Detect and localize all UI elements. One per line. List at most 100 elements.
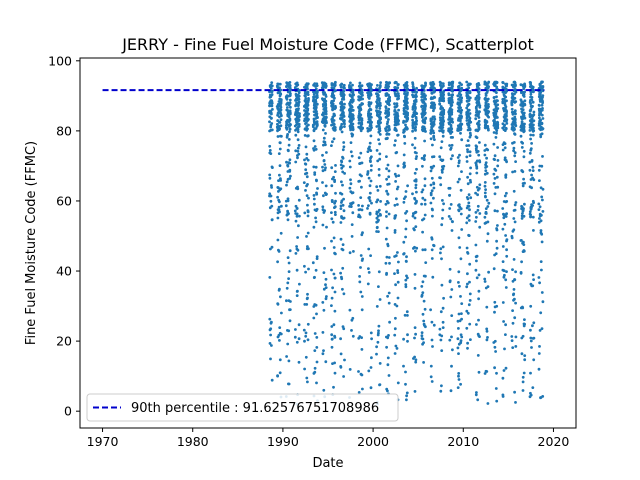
scatter-point (485, 370, 489, 373)
scatter-point (495, 175, 499, 179)
scatter-point (420, 285, 424, 288)
scatter-point (420, 337, 424, 340)
scatter-point (520, 352, 524, 356)
scatter-point (502, 213, 505, 216)
scatter-point (405, 255, 408, 259)
scatter-point (521, 389, 525, 392)
scatter-point (384, 129, 388, 132)
scatter-point (402, 83, 406, 87)
scatter-point (315, 124, 319, 128)
scatter-point (495, 95, 498, 99)
scatter-point (297, 125, 301, 128)
scatter-point (348, 159, 352, 163)
scatter-point (321, 181, 324, 184)
scatter-point (286, 113, 290, 116)
scatter-point (424, 81, 427, 85)
scatter-point (476, 193, 479, 197)
scatter-point (512, 189, 516, 193)
scatter-point (403, 103, 406, 107)
scatter-point (422, 299, 426, 303)
scatter-point (357, 84, 361, 88)
scatter-point (442, 89, 446, 93)
scatter-point (541, 94, 545, 97)
scatter-point (513, 151, 517, 155)
scatter-point (303, 158, 306, 162)
scatter-point (276, 113, 279, 117)
scatter-point (293, 124, 297, 128)
scatter-point (393, 113, 396, 116)
scatter-point (296, 146, 300, 150)
scatter-point (367, 204, 370, 208)
scatter-point (476, 85, 480, 89)
scatter-point (531, 100, 535, 104)
scatter-point (277, 333, 281, 337)
scatter-point (276, 85, 279, 89)
scatter-point (350, 119, 354, 123)
scatter-point (411, 114, 415, 118)
scatter-point (312, 117, 316, 121)
scatter-point (339, 271, 342, 275)
scatter-point (467, 214, 471, 218)
scatter-point (278, 141, 282, 145)
scatter-point (377, 324, 381, 328)
scatter-point (432, 120, 436, 124)
scatter-point (349, 202, 352, 206)
scatter-point (440, 334, 444, 338)
scatter-point (342, 375, 345, 378)
scatter-point (448, 96, 452, 100)
scatter-point (277, 152, 281, 156)
scatter-point (366, 150, 370, 154)
scatter-point (432, 86, 435, 89)
scatter-point (529, 82, 532, 86)
scatter-point (466, 341, 469, 345)
scatter-point (341, 217, 345, 220)
scatter-point (351, 108, 355, 112)
scatter-point (321, 85, 325, 89)
scatter-point (306, 112, 309, 116)
scatter-point (519, 271, 523, 274)
scatter-point (378, 101, 382, 105)
scatter-point (304, 270, 307, 274)
scatter-point (370, 201, 373, 205)
scatter-point (449, 389, 453, 393)
scatter-point (541, 300, 545, 304)
scatter-point (430, 380, 434, 383)
scatter-point (467, 144, 471, 147)
scatter-point (522, 149, 526, 153)
scatter-point (350, 235, 354, 238)
scatter-point (386, 163, 390, 167)
scatter-point (413, 216, 417, 220)
scatter-point (304, 355, 308, 359)
scatter-point (493, 112, 497, 116)
scatter-point (494, 116, 497, 120)
scatter-point (294, 204, 298, 208)
scatter-point (406, 314, 409, 317)
scatter-point (306, 127, 309, 131)
scatter-point (303, 119, 306, 123)
scatter-point (529, 92, 533, 96)
scatter-point (457, 236, 461, 240)
scatter-point (420, 334, 424, 338)
scatter-point (339, 204, 343, 208)
scatter-point (396, 251, 399, 254)
scatter-point (296, 236, 299, 239)
scatter-point (474, 144, 478, 148)
scatter-point (406, 184, 409, 188)
scatter-point (468, 292, 472, 296)
scatter-point (357, 116, 361, 119)
scatter-point (538, 98, 542, 102)
scatter-point (333, 96, 336, 100)
scatter-point (511, 117, 514, 120)
scatter-point (296, 127, 300, 131)
scatter-point (476, 398, 480, 402)
scatter-point (331, 177, 334, 181)
scatter-point (321, 208, 325, 212)
scatter-point (312, 316, 316, 320)
scatter-point (334, 80, 337, 84)
scatter-point (521, 100, 525, 104)
scatter-point (540, 268, 543, 272)
scatter-point (421, 342, 424, 346)
scatter-point (457, 161, 461, 165)
scatter-point (366, 170, 370, 173)
scatter-point (288, 102, 292, 105)
